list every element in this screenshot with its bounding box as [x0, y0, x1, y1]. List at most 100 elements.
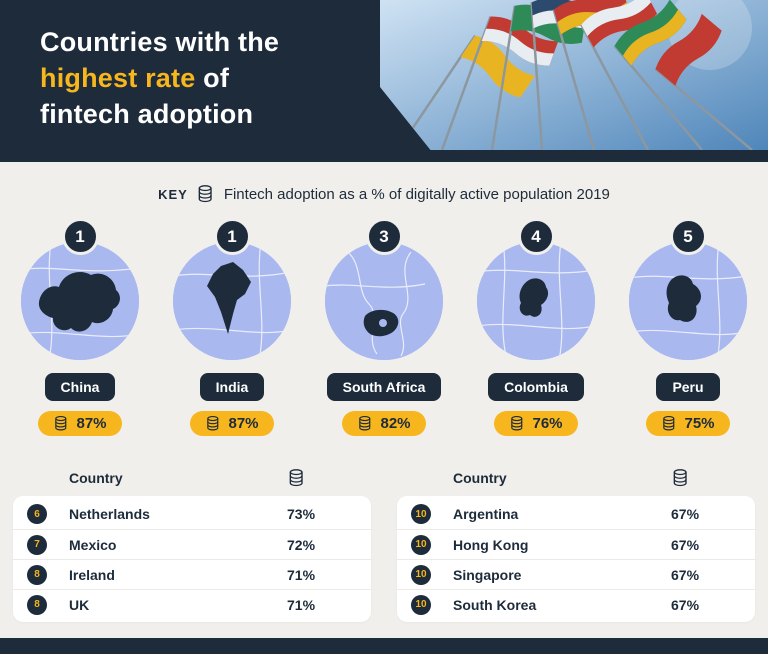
ranking-tables: Country 6 Netherlands 73% 7 Mexico 72% 8… — [0, 468, 768, 622]
country-name-pill: Colombia — [488, 373, 584, 401]
map-colombia — [477, 242, 595, 360]
rank-badge: 10 — [411, 594, 431, 615]
flags-photo — [380, 0, 768, 150]
title-highlight: highest rate — [40, 63, 196, 94]
rank-badge: 10 — [411, 564, 431, 585]
rank-badge: 7 — [27, 534, 47, 555]
adoption-value: 87% — [76, 415, 107, 432]
country-name: Netherlands — [69, 506, 150, 522]
rank-number: 1 — [75, 226, 85, 246]
country-name-pill: South Africa — [326, 373, 442, 401]
rank-badge: 5 — [669, 218, 707, 255]
country-card-south-africa: 3 South Africa 82% — [317, 218, 451, 436]
table-left: Country 6 Netherlands 73% 7 Mexico 72% 8… — [13, 468, 371, 622]
table-card: 10 Argentina 67% 10 Hong Kong 67% 10 Sin… — [397, 496, 755, 622]
country-name-pill: China — [44, 373, 116, 401]
country-name: Singapore — [453, 566, 522, 583]
country-name: Argentina — [453, 506, 519, 522]
country-name: Peru — [672, 379, 704, 395]
table-row: 6 Netherlands 73% — [13, 499, 371, 529]
country-card-india: 1 India 87% — [165, 218, 299, 436]
title-after-highlight: of — [195, 63, 230, 94]
coins-icon — [509, 415, 526, 432]
rank-badge: 8 — [27, 564, 47, 585]
title-line-3: fintech adoption — [40, 99, 254, 130]
coins-icon — [287, 468, 307, 488]
adoption-value: 67% — [671, 506, 700, 522]
footer-bar — [0, 638, 768, 654]
map-south-africa — [325, 242, 443, 360]
country-column-header: Country — [453, 470, 507, 486]
rank-number: 5 — [683, 226, 693, 246]
key-row: KEY Fintech adoption as a % of digitally… — [0, 182, 768, 206]
adoption-value-pill: 75% — [646, 411, 730, 436]
adoption-value-pill: 87% — [38, 411, 122, 436]
rank-number: 4 — [531, 226, 541, 246]
coins-icon — [196, 184, 216, 204]
country-name-pill: India — [199, 373, 265, 401]
map-peru — [629, 242, 747, 360]
adoption-value: 67% — [671, 596, 700, 613]
country-name-pill: Peru — [656, 373, 720, 401]
rank-badge: 1 — [213, 218, 251, 255]
adoption-value: 87% — [228, 415, 259, 432]
adoption-value: 82% — [380, 415, 411, 432]
adoption-value: 75% — [684, 415, 715, 432]
table-row: 10 South Korea 67% — [397, 589, 755, 619]
top-countries-row: 1 China 87% 1 — [0, 218, 768, 436]
country-name: South Korea — [453, 596, 537, 613]
coins-icon — [661, 415, 678, 432]
table-header: Country — [397, 468, 755, 496]
title-line-1: Countries with the — [40, 27, 280, 57]
page-title: Countries with the highest rate of finte… — [40, 24, 279, 133]
header: Countries with the highest rate of finte… — [0, 0, 768, 162]
table-row: 7 Mexico 72% — [13, 529, 371, 559]
adoption-value: 67% — [671, 536, 700, 553]
table-row: 10 Argentina 67% — [397, 499, 755, 529]
country-name: Ireland — [69, 566, 115, 583]
key-text: Fintech adoption as a % of digitally act… — [223, 185, 610, 203]
table-header: Country — [13, 468, 371, 496]
key-label: KEY — [158, 186, 188, 202]
flags-illustration — [380, 0, 768, 150]
country-name: Hong Kong — [453, 536, 529, 553]
table-card: 6 Netherlands 73% 7 Mexico 72% 8 Ireland… — [13, 496, 371, 622]
adoption-value: 72% — [287, 536, 316, 553]
adoption-value: 73% — [287, 506, 316, 522]
coins-icon — [205, 415, 222, 432]
country-name: Mexico — [69, 536, 117, 553]
rank-number: 1 — [227, 226, 237, 246]
rank-badge: 4 — [517, 218, 555, 255]
coins-icon — [53, 415, 70, 432]
table-right: Country 10 Argentina 67% 10 Hong Kong 67… — [397, 468, 755, 622]
adoption-value-pill: 82% — [342, 411, 426, 436]
rank-badge: 1 — [61, 218, 99, 255]
country-name: India — [215, 379, 249, 395]
coins-icon — [671, 468, 691, 488]
table-row: 8 UK 71% — [13, 589, 371, 619]
adoption-value: 76% — [532, 415, 563, 432]
table-row: 10 Singapore 67% — [397, 559, 755, 589]
rank-badge: 3 — [365, 218, 403, 255]
adoption-value: 71% — [287, 596, 316, 613]
rank-badge: 6 — [27, 504, 47, 524]
country-card-china: 1 China 87% — [13, 218, 147, 436]
table-row: 10 Hong Kong 67% — [397, 529, 755, 559]
country-name: China — [60, 379, 100, 395]
adoption-value: 67% — [671, 566, 700, 583]
rank-badge: 10 — [411, 504, 431, 524]
adoption-value-pill: 76% — [494, 411, 578, 436]
adoption-value: 71% — [287, 566, 316, 583]
table-row: 8 Ireland 71% — [13, 559, 371, 589]
map-china — [21, 242, 139, 360]
adoption-value-pill: 87% — [190, 411, 274, 436]
country-name: South Africa — [342, 379, 426, 395]
country-name: UK — [69, 596, 90, 613]
country-card-peru: 5 Peru 75% — [621, 218, 755, 436]
country-column-header: Country — [69, 470, 123, 486]
country-card-colombia: 4 Colombia 76% — [469, 218, 603, 436]
rank-badge: 10 — [411, 534, 431, 555]
coins-icon — [357, 415, 374, 432]
country-name: Colombia — [504, 379, 568, 395]
